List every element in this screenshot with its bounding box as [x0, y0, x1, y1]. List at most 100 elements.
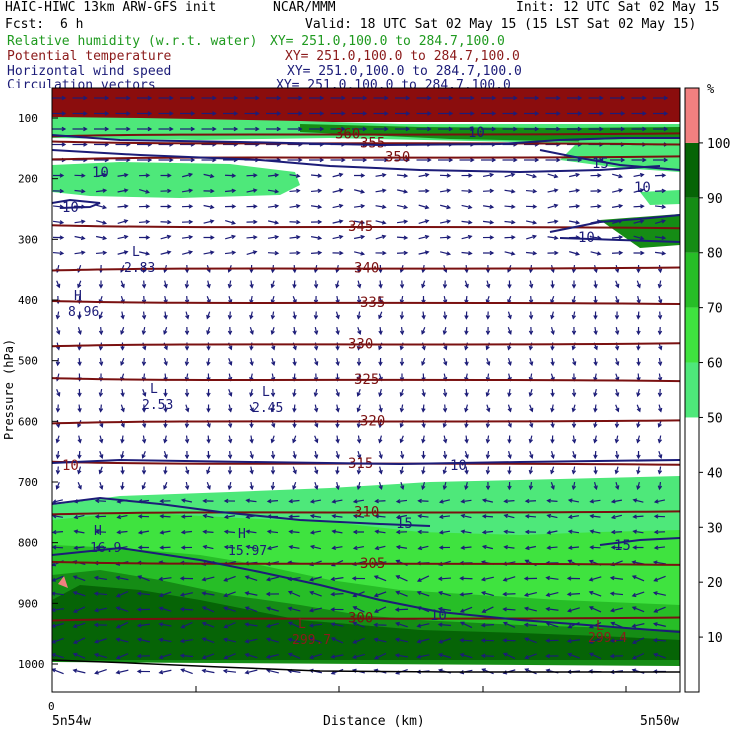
- wind-vector: [439, 188, 452, 193]
- wind-vector: [459, 652, 473, 659]
- wind-vector: [267, 250, 280, 256]
- x-axis-label: Distance (km): [323, 714, 425, 729]
- wind-vector: [116, 514, 128, 520]
- wind-vector: [94, 529, 107, 535]
- wind-vector: [526, 234, 537, 240]
- wind-vector: [590, 204, 602, 209]
- wind-vector: [459, 576, 473, 581]
- wind-vector: [292, 280, 297, 289]
- wind-vector: [524, 498, 537, 504]
- wind-vector: [94, 498, 107, 504]
- wind-vector: [292, 311, 297, 320]
- wind-vector: [593, 466, 598, 475]
- rh-patch-right: [560, 138, 680, 172]
- wind-vector: [227, 435, 233, 444]
- wind-vector: [652, 622, 666, 627]
- wind-vector: [354, 251, 366, 256]
- wind-vector: [610, 126, 626, 132]
- wind-vector: [203, 188, 215, 194]
- wind-vector: [550, 326, 555, 336]
- wind-vector: [330, 592, 344, 597]
- wind-vector: [206, 404, 211, 413]
- wind-vector: [593, 311, 598, 320]
- wind-vector: [158, 576, 172, 582]
- wind-vector: [160, 219, 172, 225]
- wind-vector: [98, 311, 103, 320]
- wind-vector: [227, 466, 233, 475]
- wind-vector: [270, 481, 276, 491]
- wind-vector: [481, 126, 497, 132]
- wind-vector: [550, 435, 555, 444]
- wind-vector: [287, 111, 303, 116]
- colorbar-swatch: [685, 362, 699, 418]
- wind-vector: [461, 220, 473, 225]
- wind-vector: [115, 653, 129, 660]
- wind-vector: [270, 311, 276, 320]
- wind-vector: [528, 280, 534, 289]
- wind-vector: [653, 126, 669, 132]
- wind-vector: [99, 435, 104, 444]
- wind-vector: [378, 357, 383, 367]
- wind-vector: [117, 250, 129, 255]
- wind-vector: [309, 126, 325, 132]
- wind-vector: [438, 157, 454, 163]
- wind-contour: [549, 214, 680, 233]
- wind-vector: [442, 388, 448, 398]
- wind-vector: [52, 235, 65, 240]
- wind-vector: [611, 235, 624, 240]
- wind-vector: [504, 251, 516, 256]
- wind-vector: [331, 545, 343, 551]
- wind-vector: [396, 235, 409, 240]
- wind-vector: [485, 450, 491, 460]
- wind-vector: [482, 250, 495, 256]
- wind-vector: [52, 95, 67, 101]
- wind-vector: [633, 172, 645, 178]
- wind-vector: [481, 157, 497, 163]
- wind-vector: [571, 435, 577, 444]
- wind-vector: [292, 481, 297, 490]
- wind-vector: [421, 388, 426, 398]
- field-vectors-name: Circulation vectors: [7, 79, 156, 88]
- wind-vector: [373, 126, 389, 132]
- wind-vector: [246, 250, 258, 255]
- wind-vector: [653, 575, 666, 582]
- wind-vector: [437, 622, 452, 627]
- wind-vector: [227, 280, 233, 289]
- wind-vector: [308, 623, 323, 628]
- wind-vector: [74, 219, 86, 224]
- wind-vector: [330, 654, 344, 659]
- wind-vector: [421, 311, 426, 320]
- wind-vector: [526, 173, 538, 179]
- wind-vector: [399, 435, 404, 444]
- wind-vector: [610, 514, 623, 520]
- wind-vector: [421, 327, 426, 335]
- rh-patch-right2: [640, 190, 680, 205]
- wind-vector: [610, 529, 623, 535]
- wind-vector: [654, 204, 667, 209]
- wind-vector: [507, 450, 512, 460]
- wind-vector: [464, 404, 469, 413]
- wind-vector: [395, 514, 408, 520]
- wind-vector: [504, 220, 516, 225]
- wind-vector: [631, 652, 645, 660]
- wind-vector: [52, 173, 65, 178]
- wind-vector: [373, 591, 387, 598]
- wind-vector: [74, 189, 86, 194]
- wind-vector: [633, 219, 645, 224]
- wind-vector: [330, 111, 346, 116]
- wind-vector: [633, 250, 645, 256]
- colorbar-swatch: [685, 637, 699, 692]
- theta-contour: [52, 560, 680, 566]
- wind-vector: [657, 388, 663, 398]
- wind-vector: [52, 126, 67, 132]
- wind-vector: [222, 637, 236, 643]
- wind-vector: [374, 514, 386, 519]
- wind-vector: [524, 95, 540, 101]
- wind-vector: [335, 435, 340, 444]
- wind-vector: [180, 157, 196, 163]
- wind-vector: [120, 481, 125, 491]
- wind-vector: [460, 499, 472, 504]
- colorbar: 10 20 30 40 50 60 70 80 90 100: [684, 87, 730, 693]
- wind-vector: [335, 404, 340, 413]
- wind-vector: [653, 157, 669, 163]
